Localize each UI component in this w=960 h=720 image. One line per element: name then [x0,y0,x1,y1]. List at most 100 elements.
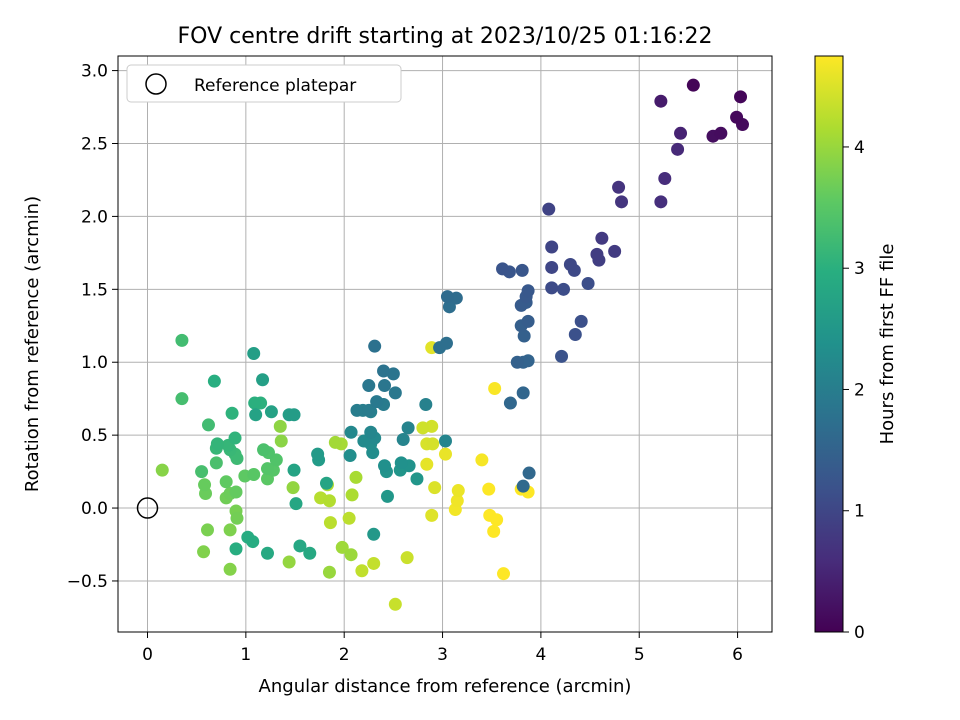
data-point [388,386,402,400]
data-point [425,508,439,522]
data-point [264,405,278,419]
data-point [388,597,402,611]
x-tick-label: 0 [142,645,153,665]
data-point [229,485,243,499]
data-points [155,78,749,611]
data-point [357,434,371,448]
data-point [223,523,237,537]
data-point [223,562,237,576]
data-point [590,247,604,261]
x-tick-label: 1 [240,645,251,665]
data-point [286,481,300,495]
data-point [396,433,410,447]
data-point [380,489,394,503]
data-point [615,195,629,209]
data-point [368,339,382,353]
data-point [428,481,442,495]
data-point [322,565,336,579]
data-point [378,459,392,473]
data-point [516,386,530,400]
data-point [595,231,609,245]
data-point [510,355,524,369]
data-point [367,556,381,570]
data-point [249,408,263,422]
data-point [378,379,392,393]
data-point [256,373,270,387]
data-point [671,142,685,156]
data-point [342,511,356,525]
data-point [686,78,700,92]
data-point [274,434,288,448]
data-point [345,488,359,502]
data-point [450,494,464,508]
data-point [497,567,511,581]
data-point [197,545,211,559]
data-point [438,447,452,461]
data-point [175,333,189,347]
colorbar-ticks: 0 1 2 3 4 [843,138,865,643]
data-point [247,468,261,482]
data-point [410,472,424,486]
data-point [260,546,274,560]
data-point [219,475,233,489]
data-point [420,457,434,471]
data-point [574,314,588,328]
data-point [487,524,501,538]
data-point [362,379,376,393]
y-tick-label: 0.0 [81,499,108,519]
x-axis-label: Angular distance from reference (arcmin) [259,676,632,697]
data-point [438,434,452,448]
data-point [545,240,559,254]
data-point [248,396,262,410]
reference-marker [136,497,159,519]
data-point [503,396,517,410]
data-point [521,314,535,328]
data-point [200,523,214,537]
data-point [273,419,287,433]
x-tick-label: 2 [339,645,350,665]
data-point [734,90,748,104]
data-point [557,282,571,296]
y-tick-label: 3.0 [81,62,108,82]
data-point [714,126,728,140]
x-axis-ticks: 0 1 2 3 4 5 6 [142,632,743,665]
data-point [581,276,595,290]
data-point [209,456,223,470]
data-point [654,195,668,209]
chart-title: FOV centre drift starting at 2023/10/25 … [178,24,713,49]
x-tick-label: 6 [732,645,743,665]
data-point [401,421,415,435]
data-point [416,421,430,435]
data-point [377,364,391,378]
data-point [207,374,221,388]
data-point [228,431,242,445]
data-point [515,263,529,277]
data-point [608,244,622,258]
y-tick-label: 2.0 [81,207,108,227]
data-point [394,456,408,470]
data-point [482,482,496,496]
y-tick-label: 0.5 [81,426,108,446]
colorbar-tick-label: 2 [854,380,865,400]
data-point [247,346,261,360]
data-point [355,564,369,578]
data-point [563,258,577,272]
data-point [287,408,301,422]
data-point [367,527,381,541]
data-point [282,555,296,569]
data-point [419,398,433,412]
data-point [350,403,364,417]
y-tick-label: 1.5 [81,280,108,300]
x-tick-label: 5 [634,645,645,665]
data-point [198,478,212,492]
x-tick-label: 4 [535,645,546,665]
data-point [230,511,244,525]
y-tick-label: −0.5 [67,572,108,592]
data-point [210,437,224,451]
data-point [260,462,274,476]
data-point [370,395,384,409]
data-point [175,392,189,406]
colorbar-tick-label: 0 [854,623,865,643]
colorbar-tick-label: 3 [854,259,865,279]
